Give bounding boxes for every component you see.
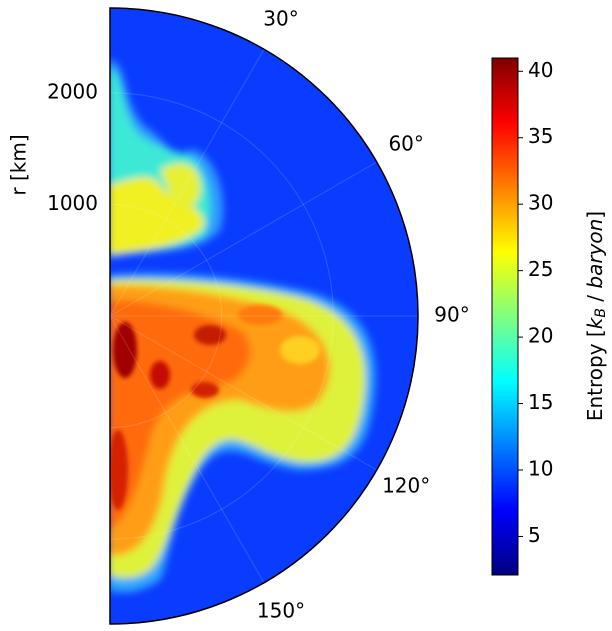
r-axis-label: r [km] xyxy=(7,134,31,195)
colorbar xyxy=(491,57,519,576)
colorbar-tick-label: 20 xyxy=(528,324,553,348)
r-tick-label: 1000 xyxy=(47,191,98,215)
colorbar-tick-label: 10 xyxy=(528,457,553,481)
grid-spoke xyxy=(109,315,265,583)
colorbar-label: Entropy [kB / baryon] xyxy=(583,211,610,421)
colorbar-tick-label: 15 xyxy=(528,390,553,414)
colorbar-tick-label: 30 xyxy=(528,191,553,215)
grid-circle xyxy=(109,92,334,540)
theta-tick-label: 60° xyxy=(388,132,423,156)
plot-outline xyxy=(109,7,419,625)
colorbar-tick-label: 35 xyxy=(528,124,553,148)
colorbar-tick-label: 5 xyxy=(528,523,541,547)
theta-tick-label: 30° xyxy=(263,6,298,30)
theta-tick-label: 150° xyxy=(257,599,305,623)
r-tick-label: 2000 xyxy=(47,79,98,103)
colorbar-tick-label: 40 xyxy=(528,58,553,82)
grid-spoke xyxy=(109,161,377,317)
theta-tick-label: 90° xyxy=(434,303,469,327)
colorbar-tick-label: 25 xyxy=(528,257,553,281)
grid-spoke xyxy=(109,315,377,471)
theta-tick-label: 120° xyxy=(382,474,430,498)
grid-circle xyxy=(109,203,223,429)
grid xyxy=(109,49,418,583)
grid-spoke xyxy=(109,49,265,317)
